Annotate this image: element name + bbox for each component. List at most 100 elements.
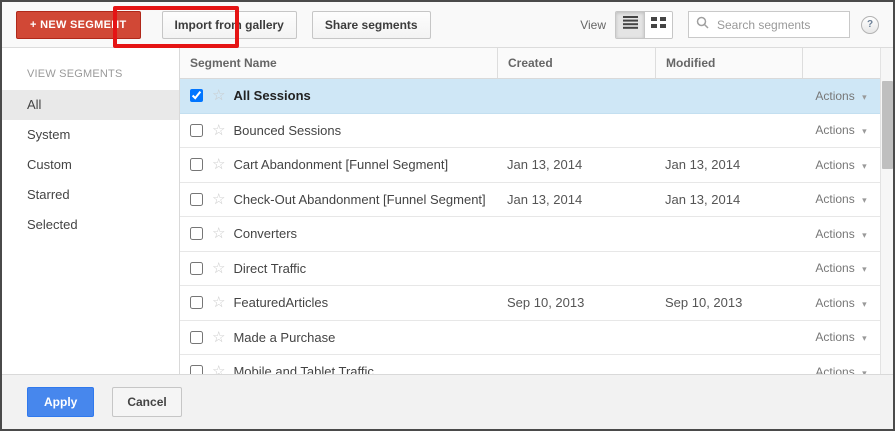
table-row[interactable]: ☆ Made a Purchase Actions ▾: [180, 320, 880, 355]
table-row[interactable]: ☆ FeaturedArticles Sep 10, 2013 Sep 10, …: [180, 286, 880, 321]
search-icon: [696, 16, 709, 34]
modified-cell: Jan 13, 2014: [665, 157, 741, 173]
chevron-down-icon: ▾: [862, 160, 867, 171]
grid-view-icon: [651, 16, 666, 34]
table-row[interactable]: ☆ All Sessions Actions ▾: [180, 79, 880, 114]
actions-dropdown[interactable]: Actions ▾: [802, 158, 880, 172]
new-segment-button[interactable]: + NEW SEGMENT: [16, 10, 141, 39]
segment-checkbox[interactable]: [190, 123, 203, 137]
table-row[interactable]: ☆ Check-Out Abandonment [Funnel Segment]…: [180, 182, 880, 217]
footer: Apply Cancel: [2, 374, 893, 429]
segment-checkbox[interactable]: [190, 261, 203, 275]
import-from-gallery-button[interactable]: Import from gallery: [161, 10, 297, 39]
chevron-down-icon: ▾: [862, 333, 867, 344]
search-input[interactable]: [715, 16, 842, 33]
sidebar-item-selected[interactable]: Selected: [27, 217, 78, 232]
sidebar-item-all[interactable]: All: [2, 90, 179, 120]
table-header: Segment Name Created Modified: [180, 48, 880, 79]
share-segments-button[interactable]: Share segments: [311, 10, 431, 39]
segment-name: Converters: [233, 226, 298, 242]
column-header-segment-name[interactable]: Segment Name: [190, 56, 277, 70]
chevron-down-icon: ▾: [862, 126, 867, 137]
actions-dropdown[interactable]: Actions ▾: [802, 192, 880, 206]
segment-name-cell: ☆ FeaturedArticles: [180, 295, 497, 310]
list-view-icon: [622, 15, 638, 34]
question-mark-icon: ?: [866, 19, 874, 30]
help-button[interactable]: ?: [861, 15, 879, 34]
modified-cell: Sep 10, 2013: [665, 295, 743, 311]
table-row[interactable]: ☆ Bounced Sessions Actions ▾: [180, 113, 880, 148]
table-row[interactable]: ☆ Mobile and Tablet Traffic Actions ▾: [180, 355, 880, 374]
actions-dropdown[interactable]: Actions ▾: [802, 296, 880, 310]
sidebar-item-starred[interactable]: Starred: [27, 187, 70, 202]
column-header-modified[interactable]: Modified: [655, 48, 802, 78]
segment-name-cell: ☆ Bounced Sessions: [180, 123, 497, 138]
star-icon[interactable]: ☆: [212, 87, 226, 105]
segment-checkbox[interactable]: [190, 330, 203, 344]
table-row[interactable]: ☆ Direct Traffic Actions ▾: [180, 251, 880, 286]
grid-view-button[interactable]: [644, 11, 672, 38]
table-row[interactable]: ☆ Cart Abandonment [Funnel Segment] Jan …: [180, 148, 880, 183]
chevron-down-icon: ▾: [862, 367, 867, 374]
actions-dropdown[interactable]: Actions ▾: [802, 227, 880, 241]
segment-checkbox[interactable]: [190, 365, 203, 374]
actions-label: Actions: [815, 88, 855, 103]
actions-dropdown[interactable]: Actions ▾: [802, 89, 880, 103]
scrollbar-thumb[interactable]: [882, 81, 893, 169]
actions-label: Actions: [815, 123, 855, 138]
actions-dropdown[interactable]: Actions ▾: [802, 123, 880, 137]
actions-dropdown[interactable]: Actions ▾: [802, 365, 880, 374]
sidebar-item-system[interactable]: System: [27, 127, 71, 142]
segment-checkbox[interactable]: [190, 296, 203, 310]
segment-name-cell: ☆ Direct Traffic: [180, 261, 497, 276]
segment-name: FeaturedArticles: [233, 295, 329, 311]
view-toggle: [615, 10, 673, 39]
list-view-button[interactable]: [616, 11, 644, 38]
actions-dropdown[interactable]: Actions ▾: [802, 261, 880, 275]
segment-name: Made a Purchase: [233, 329, 336, 345]
chevron-down-icon: ▾: [862, 229, 867, 240]
table-row[interactable]: ☆ Converters Actions ▾: [180, 217, 880, 252]
sidebar: VIEW SEGMENTS All System Custom Starred …: [2, 48, 180, 374]
toolbar: + NEW SEGMENT Import from gallery Share …: [2, 2, 893, 48]
view-controls: View: [580, 10, 879, 39]
star-icon[interactable]: ☆: [212, 259, 226, 277]
modified-cell: Jan 13, 2014: [665, 191, 741, 207]
star-icon[interactable]: ☆: [212, 328, 226, 346]
cancel-button[interactable]: Cancel: [112, 387, 182, 417]
actions-label: Actions: [815, 192, 855, 207]
segment-name-cell: ☆ All Sessions: [180, 88, 497, 103]
actions-label: Actions: [815, 157, 855, 172]
created-cell: Jan 13, 2014: [507, 157, 583, 173]
star-icon[interactable]: ☆: [212, 156, 226, 174]
actions-dropdown[interactable]: Actions ▾: [802, 330, 880, 344]
chevron-down-icon: ▾: [862, 91, 867, 102]
actions-label: Actions: [815, 226, 855, 241]
column-header-created[interactable]: Created: [497, 48, 655, 78]
segment-name: Mobile and Tablet Traffic: [233, 364, 374, 374]
sidebar-title: VIEW SEGMENTS: [27, 68, 123, 80]
segment-name: Check-Out Abandonment [Funnel Segment]: [233, 191, 486, 207]
scrollbar-track[interactable]: [880, 48, 893, 374]
sidebar-item-custom[interactable]: Custom: [27, 157, 72, 172]
chevron-down-icon: ▾: [862, 298, 867, 309]
search-box: [688, 11, 850, 38]
segment-name-cell: ☆ Check-Out Abandonment [Funnel Segment]: [180, 192, 497, 207]
segment-checkbox[interactable]: [190, 89, 203, 103]
segment-checkbox[interactable]: [190, 158, 203, 172]
star-icon[interactable]: ☆: [212, 294, 226, 312]
actions-label: Actions: [815, 295, 855, 310]
apply-button[interactable]: Apply: [27, 387, 95, 417]
star-icon[interactable]: ☆: [212, 363, 226, 374]
star-icon[interactable]: ☆: [212, 190, 226, 208]
chevron-down-icon: ▾: [862, 264, 867, 275]
segment-name: Cart Abandonment [Funnel Segment]: [233, 157, 449, 173]
star-icon[interactable]: ☆: [212, 121, 226, 139]
main-content: VIEW SEGMENTS All System Custom Starred …: [2, 48, 893, 374]
star-icon[interactable]: ☆: [212, 225, 226, 243]
segment-checkbox[interactable]: [190, 192, 203, 206]
segment-checkbox[interactable]: [190, 227, 203, 241]
created-cell: Jan 13, 2014: [507, 191, 583, 207]
actions-label: Actions: [815, 261, 855, 276]
